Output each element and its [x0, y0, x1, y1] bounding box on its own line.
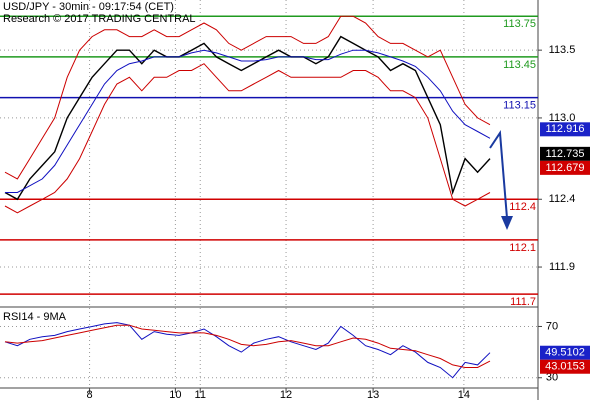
indicator-line	[4, 15, 491, 180]
rsi-line	[4, 324, 491, 368]
indicator-line	[4, 63, 491, 214]
y-tick-label: 30	[546, 372, 558, 384]
level-label: 111.7	[510, 296, 536, 308]
forecast-arrow	[489, 130, 508, 219]
level-label: 113.45	[503, 59, 536, 71]
chart-title: USD/JPY - 30min - 09:17:54 (CET)	[3, 1, 174, 13]
rsi-line	[4, 322, 491, 379]
value-tag	[540, 146, 590, 161]
x-tick-label: 14	[458, 389, 470, 400]
y-tick-label: 112.4	[549, 193, 576, 205]
y-tick-label: 70	[546, 320, 558, 332]
value-tag-label: 112.679	[546, 162, 585, 174]
value-tag-label: 112.735	[546, 148, 585, 160]
value-tag	[540, 345, 590, 360]
y-tick-label: 113.0	[549, 112, 576, 124]
x-tick-label: 13	[367, 389, 379, 400]
level-label: 112.4	[509, 201, 536, 213]
level-label: 113.15	[503, 100, 536, 112]
rsi-label: RSI14 - 9MA	[3, 311, 67, 323]
y-tick-label: 113.5	[549, 44, 576, 56]
indicator-line	[5, 49, 491, 193]
price-line	[4, 35, 491, 201]
value-tag	[540, 359, 590, 374]
y-tick-label: 111.9	[549, 261, 575, 273]
x-tick-label: 8	[87, 389, 93, 400]
value-tag-label: 112.916	[546, 123, 585, 135]
level-label: 112.1	[509, 242, 536, 254]
level-label: 113.75	[503, 18, 536, 30]
value-tag-label: 43.0153	[545, 361, 585, 373]
x-tick-label: 10	[169, 389, 181, 400]
value-tag	[540, 122, 590, 137]
x-tick-label: 11	[195, 389, 206, 400]
value-tag-label: 49.5102	[545, 347, 585, 359]
x-tick-label: 12	[280, 389, 292, 400]
value-tag	[540, 160, 590, 175]
chart-subtitle: Research © 2017 TRADING CENTRAL	[3, 13, 196, 25]
forecast-arrowhead	[501, 216, 513, 230]
